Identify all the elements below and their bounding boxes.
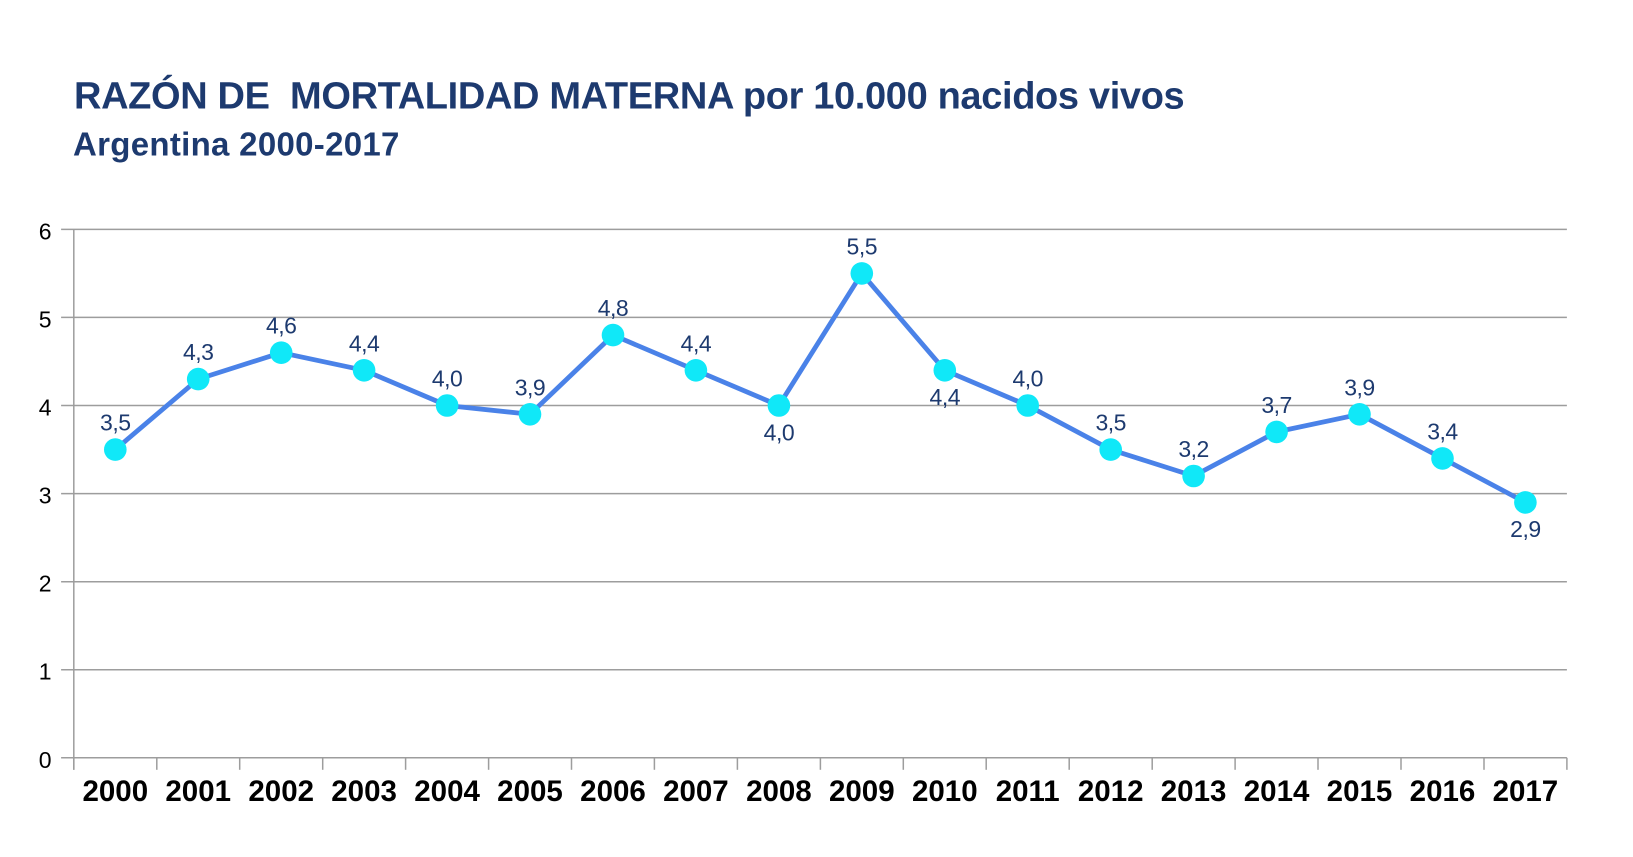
svg-text:3,5: 3,5	[100, 410, 130, 436]
svg-text:2006: 2006	[580, 775, 646, 808]
svg-text:2002: 2002	[248, 775, 314, 808]
svg-text:3: 3	[39, 483, 52, 509]
svg-text:2007: 2007	[663, 775, 729, 808]
svg-text:2000: 2000	[82, 775, 148, 808]
svg-text:2017: 2017	[1493, 775, 1559, 808]
svg-text:2: 2	[39, 571, 52, 597]
svg-text:3,9: 3,9	[1344, 374, 1374, 400]
svg-text:5: 5	[39, 306, 52, 332]
svg-text:2014: 2014	[1244, 775, 1310, 808]
svg-text:4,0: 4,0	[764, 419, 794, 445]
svg-text:RAZÓN DE MORTALIDAD MATERNA p: RAZÓN DE MORTALIDAD MATERNA por 10.000 n…	[74, 74, 1184, 118]
svg-text:1: 1	[39, 659, 52, 685]
svg-text:0: 0	[39, 747, 52, 773]
svg-text:2,9: 2,9	[1510, 516, 1540, 542]
svg-text:Argentina 2000-2017: Argentina 2000-2017	[73, 126, 400, 163]
svg-text:2016: 2016	[1410, 775, 1476, 808]
svg-text:3,2: 3,2	[1178, 436, 1208, 462]
svg-text:2004: 2004	[414, 775, 480, 808]
svg-text:2013: 2013	[1161, 775, 1227, 808]
svg-text:2011: 2011	[996, 775, 1060, 808]
svg-text:4: 4	[39, 395, 52, 421]
svg-text:3,4: 3,4	[1427, 418, 1458, 444]
svg-text:2010: 2010	[912, 775, 978, 808]
svg-text:2005: 2005	[497, 775, 563, 808]
svg-text:4,8: 4,8	[598, 295, 628, 321]
svg-text:2012: 2012	[1078, 775, 1144, 808]
svg-text:3,5: 3,5	[1095, 410, 1125, 436]
svg-text:3,9: 3,9	[515, 374, 545, 400]
svg-text:4,4: 4,4	[681, 330, 712, 356]
svg-text:4,4: 4,4	[349, 330, 380, 356]
svg-text:2015: 2015	[1327, 775, 1393, 808]
svg-text:6: 6	[39, 218, 52, 244]
svg-text:2001: 2001	[165, 775, 231, 808]
svg-text:2008: 2008	[746, 775, 812, 808]
svg-text:3,7: 3,7	[1261, 392, 1291, 418]
svg-text:5,5: 5,5	[847, 233, 877, 259]
svg-text:4,4: 4,4	[930, 384, 961, 410]
svg-text:4,6: 4,6	[266, 313, 296, 339]
svg-text:4,0: 4,0	[432, 366, 462, 392]
svg-text:2003: 2003	[331, 775, 397, 808]
svg-text:4,0: 4,0	[1012, 366, 1042, 392]
svg-text:2009: 2009	[829, 775, 895, 808]
svg-text:4,3: 4,3	[183, 339, 213, 365]
